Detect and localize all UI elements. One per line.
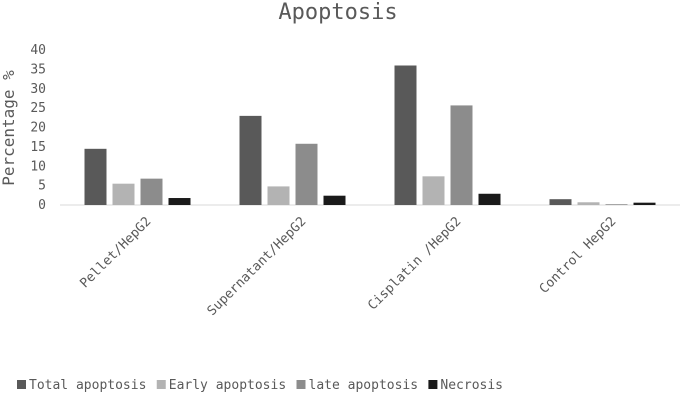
bar-4-1 <box>168 198 191 205</box>
y-tick-label: 5 <box>38 179 46 194</box>
bar-2-3 <box>422 176 445 205</box>
y-tick-label: 0 <box>38 198 46 213</box>
legend-label: Early apoptosis <box>169 378 286 393</box>
y-axis-ticks: 0 5 10 15 20 25 30 35 40 <box>30 43 46 213</box>
bar-2-4 <box>577 202 600 205</box>
category-label: Cisplatin /HepG2 <box>365 214 464 313</box>
bar-1-1 <box>84 148 107 205</box>
bar-1-3 <box>394 65 417 205</box>
y-tick-label: 30 <box>30 82 46 97</box>
y-axis-label: Percentage % <box>0 70 18 186</box>
bar-1-2 <box>239 115 262 205</box>
y-tick-label: 15 <box>30 140 46 155</box>
bar-1-4 <box>549 199 572 205</box>
bar-3-3 <box>450 105 473 205</box>
bar-3-4 <box>605 204 628 205</box>
bar-2-2 <box>267 186 290 205</box>
bar-4-4 <box>633 202 656 205</box>
category-label: Supernatant/HepG2 <box>205 214 310 319</box>
category-label: Control HepG2 <box>537 214 620 297</box>
y-tick-label: 10 <box>30 159 46 174</box>
bar-2-1 <box>112 183 135 205</box>
y-tick-label: 35 <box>30 62 46 77</box>
legend-label: late apoptosis <box>309 378 419 393</box>
legend-label: Total apoptosis <box>29 378 146 393</box>
chart-title: Apoptosis <box>278 0 397 25</box>
legend: Total apoptosis Early apoptosis late apopt… <box>17 378 503 393</box>
category-labels: Pellet/HepG2 Supernatant/HepG2 Cisplatin /… <box>77 214 619 319</box>
legend-swatch <box>428 380 438 389</box>
legend-swatch <box>17 380 26 389</box>
y-tick-label: 25 <box>30 101 46 116</box>
bar-3-1 <box>140 178 163 205</box>
bar-4-2 <box>323 195 346 205</box>
bar-3-2 <box>295 143 318 205</box>
category-label: Pellet/HepG2 <box>77 214 154 291</box>
y-tick-label: 20 <box>30 121 46 136</box>
bar-group <box>84 65 656 205</box>
legend-swatch <box>156 380 166 389</box>
bar-4-3 <box>478 193 501 205</box>
legend-label: Necrosis <box>440 378 503 393</box>
legend-swatch <box>296 380 306 389</box>
y-tick-label: 40 <box>30 43 46 58</box>
